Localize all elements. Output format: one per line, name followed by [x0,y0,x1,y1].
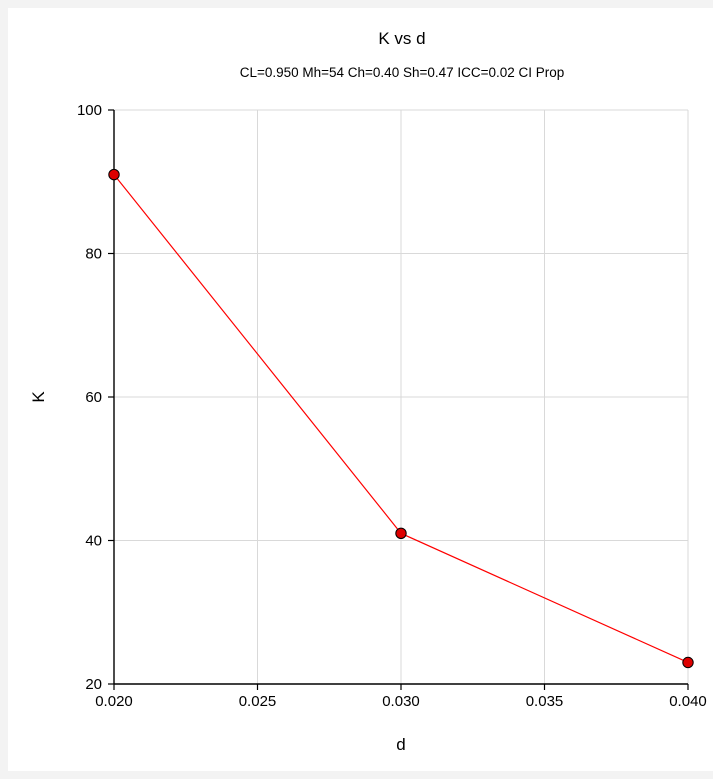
data-point[interactable] [395,527,407,540]
chart-title: K vs d [378,29,425,48]
y-tick-label: 20 [85,676,102,693]
y-tick-label: 40 [85,533,102,550]
x-tick-label: 0.035 [526,693,564,710]
x-tick-label: 0.020 [95,693,133,710]
data-point[interactable] [682,656,694,669]
chart-subtitle: CL=0.950 Mh=54 Ch=0.40 Sh=0.47 ICC=0.02 … [240,65,565,80]
chart-panel: K vs d CL=0.950 Mh=54 Ch=0.40 Sh=0.47 IC… [8,8,713,771]
tick-labels: 20 40 60 80 100 0.020 0.025 0.030 0.035 0.040 [77,102,707,710]
y-axis-title: K [29,391,48,403]
y-tick-label: 80 [85,246,102,263]
x-tick-label: 0.030 [382,693,420,710]
line-chart: K vs d CL=0.950 Mh=54 Ch=0.40 Sh=0.47 IC… [29,29,707,754]
x-axis-title: d [396,735,405,754]
x-tick-label: 0.025 [239,693,277,710]
axes [108,109,689,690]
grid-lines [113,109,689,685]
y-tick-label: 100 [77,102,102,119]
data-point[interactable] [108,168,120,181]
series-group [108,168,694,669]
y-tick-label: 60 [85,389,102,406]
x-tick-label: 0.040 [669,693,707,710]
